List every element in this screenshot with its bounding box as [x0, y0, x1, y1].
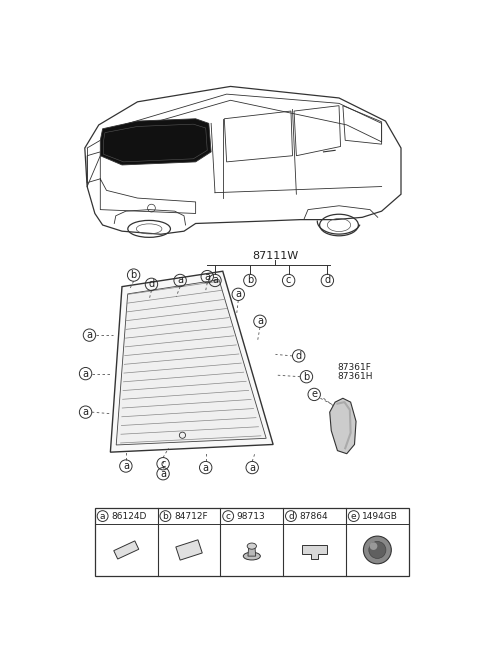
Text: b: b [247, 276, 253, 285]
Text: a: a [160, 469, 166, 479]
Text: a: a [235, 289, 241, 299]
Circle shape [180, 432, 186, 438]
Text: a: a [212, 276, 218, 285]
Text: b: b [163, 512, 168, 521]
Polygon shape [302, 544, 327, 559]
Text: 98713: 98713 [237, 512, 265, 521]
Circle shape [363, 536, 391, 564]
Text: a: a [123, 461, 129, 471]
Polygon shape [330, 398, 356, 454]
Text: d: d [288, 512, 294, 521]
Text: a: a [177, 276, 183, 285]
Text: c: c [160, 459, 166, 469]
Polygon shape [114, 541, 139, 559]
Text: d: d [324, 276, 330, 285]
Text: d: d [148, 279, 155, 289]
Polygon shape [116, 279, 266, 445]
Text: b: b [303, 372, 310, 382]
Text: d: d [296, 351, 302, 361]
Polygon shape [100, 119, 211, 165]
Text: c: c [226, 512, 231, 521]
Text: a: a [100, 512, 106, 521]
Circle shape [369, 541, 386, 558]
Text: a: a [257, 316, 263, 326]
Text: a: a [86, 330, 93, 340]
Circle shape [370, 543, 377, 550]
Bar [95, 508, 409, 576]
Text: 87361H: 87361H [337, 372, 373, 381]
Text: 87361F: 87361F [337, 363, 372, 372]
Text: c: c [286, 276, 291, 285]
Text: 1494GB: 1494GB [362, 512, 398, 521]
Text: a: a [204, 272, 210, 281]
Text: e: e [311, 390, 317, 400]
Text: a: a [83, 407, 89, 417]
Text: a: a [203, 462, 209, 472]
Text: 84712F: 84712F [174, 512, 207, 521]
Text: 87111W: 87111W [252, 251, 299, 261]
Text: b: b [131, 270, 137, 280]
Text: a: a [83, 369, 89, 379]
Text: a: a [249, 462, 255, 472]
Text: 86124D: 86124D [111, 512, 146, 521]
Polygon shape [110, 271, 273, 452]
Text: e: e [351, 512, 357, 521]
Polygon shape [248, 546, 256, 556]
Text: 87864: 87864 [300, 512, 328, 521]
Polygon shape [176, 540, 202, 560]
Ellipse shape [247, 543, 256, 549]
Ellipse shape [243, 552, 260, 560]
